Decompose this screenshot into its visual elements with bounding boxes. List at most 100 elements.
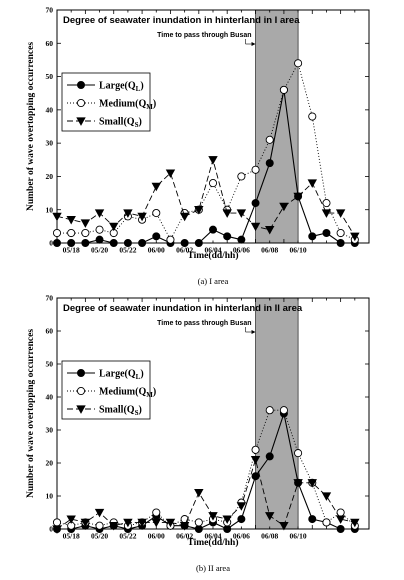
data-point-large — [336, 238, 345, 247]
y-axis-label: Number of wave overtopping occurrences — [26, 329, 36, 498]
data-point-small — [165, 518, 176, 528]
x-tick-label: 05/18 — [63, 246, 80, 255]
y-tick-label: 10 — [46, 205, 54, 214]
data-point-large — [81, 238, 90, 247]
data-point-small — [279, 202, 289, 212]
data-point-large — [123, 238, 132, 247]
data-point-small — [250, 456, 261, 465]
data-point-large — [67, 238, 76, 247]
data-point-large — [265, 452, 274, 461]
figure-caption: (a) I area — [198, 276, 229, 286]
y-tick-label: 0 — [49, 239, 53, 248]
y-tick-label: 30 — [46, 426, 54, 435]
y-tick-label: 10 — [46, 492, 54, 501]
y-tick-label: 0 — [49, 525, 53, 534]
series-line-small — [56, 458, 355, 530]
data-point-medium — [251, 445, 260, 454]
data-point-small — [335, 209, 346, 218]
data-point-small — [350, 518, 360, 528]
chart-title: Degree of seawater inundation in hinterl… — [63, 15, 300, 26]
data-point-small — [194, 489, 204, 498]
legend-label-small: Small(QS) — [99, 405, 142, 418]
x-tick-label: 06/06 — [233, 532, 250, 541]
shaded-region-label: Time to pass through Busan — [157, 32, 251, 39]
annotation-arrowhead — [251, 330, 256, 334]
y-tick-label: 60 — [46, 39, 54, 48]
data-point-medium — [208, 179, 218, 188]
data-point-large — [308, 232, 317, 241]
data-point-medium — [279, 406, 288, 415]
y-tick-label: 20 — [46, 172, 54, 181]
data-point-small — [179, 212, 190, 222]
x-tick-label: 05/20 — [91, 246, 108, 255]
data-point-medium — [95, 225, 104, 234]
x-tick-label: 05/18 — [63, 532, 80, 541]
data-point-large — [109, 238, 118, 247]
data-point-small — [52, 525, 62, 534]
data-point-small — [293, 479, 303, 488]
legend-marker-small — [76, 117, 86, 126]
data-point-medium — [52, 518, 62, 527]
data-point-large — [194, 525, 203, 534]
data-point-medium — [194, 518, 203, 527]
y-tick-label: 30 — [46, 139, 54, 148]
chart-panel-1: 0 10 20 30 40 50 60 70 05/18 05/20 05/22 06/00 06/02… — [26, 6, 370, 286]
data-point-small — [109, 522, 119, 531]
x-tick-label: 06/00 — [148, 532, 165, 541]
data-point-large — [251, 472, 260, 481]
data-point-medium — [308, 112, 317, 121]
data-point-small — [222, 515, 232, 524]
data-point-small — [194, 206, 204, 215]
y-tick-label: 50 — [46, 72, 54, 81]
series-line-large — [57, 89, 355, 244]
legend-marker-medium — [76, 386, 86, 396]
legend-label-medium: Medium(QM) — [99, 387, 156, 400]
data-point-small — [293, 192, 303, 202]
data-point-small — [80, 219, 91, 228]
x-tick-label: 06/08 — [261, 246, 278, 255]
y-tick-label: 70 — [46, 294, 54, 303]
data-point-small — [350, 232, 360, 242]
data-point-large — [180, 238, 189, 247]
data-point-small — [137, 212, 147, 222]
data-point-medium — [322, 518, 331, 527]
data-point-small — [109, 222, 119, 232]
data-point-medium — [336, 228, 345, 238]
data-point-medium — [294, 59, 303, 68]
data-point-small — [165, 169, 176, 178]
x-tick-label: 06/00 — [148, 246, 165, 255]
data-point-small — [208, 512, 218, 521]
x-axis-label: Time(dd/hh) — [187, 537, 238, 548]
legend-label-large: Large(QL) — [99, 81, 144, 94]
x-tick-label: 05/22 — [119, 532, 136, 541]
data-point-small — [335, 515, 346, 524]
data-point-large — [152, 232, 161, 241]
data-point-medium — [152, 508, 161, 517]
x-tick-label: 06/08 — [261, 532, 278, 541]
legend: Large(QL) Medium(QM) Small(QS) — [61, 72, 156, 132]
data-point-small — [94, 209, 105, 218]
x-axis-label: Time(dd/hh) — [187, 250, 238, 261]
data-point-medium — [279, 85, 288, 94]
data-point-small — [222, 209, 232, 218]
y-tick-label: 70 — [46, 6, 54, 15]
data-point-small — [250, 222, 261, 232]
data-point-small — [179, 522, 190, 531]
x-tick-label: 06/06 — [233, 246, 250, 255]
data-point-small — [151, 518, 161, 528]
data-point-large — [265, 159, 274, 168]
series-small — [52, 456, 360, 534]
data-point-medium — [67, 228, 76, 238]
legend: Large(QL) Medium(QM) Small(QS) — [61, 360, 156, 420]
data-point-medium — [265, 406, 274, 415]
data-point-small — [80, 518, 91, 528]
legend-label-medium: Medium(QM) — [99, 99, 156, 112]
series-line-medium — [56, 409, 356, 527]
data-point-large — [223, 232, 232, 241]
data-point-small — [321, 209, 332, 218]
legend-label-large: Large(QL) — [99, 369, 144, 382]
data-point-small — [208, 156, 218, 165]
data-point-medium — [294, 449, 303, 458]
x-tick-label: 06/10 — [290, 246, 307, 255]
